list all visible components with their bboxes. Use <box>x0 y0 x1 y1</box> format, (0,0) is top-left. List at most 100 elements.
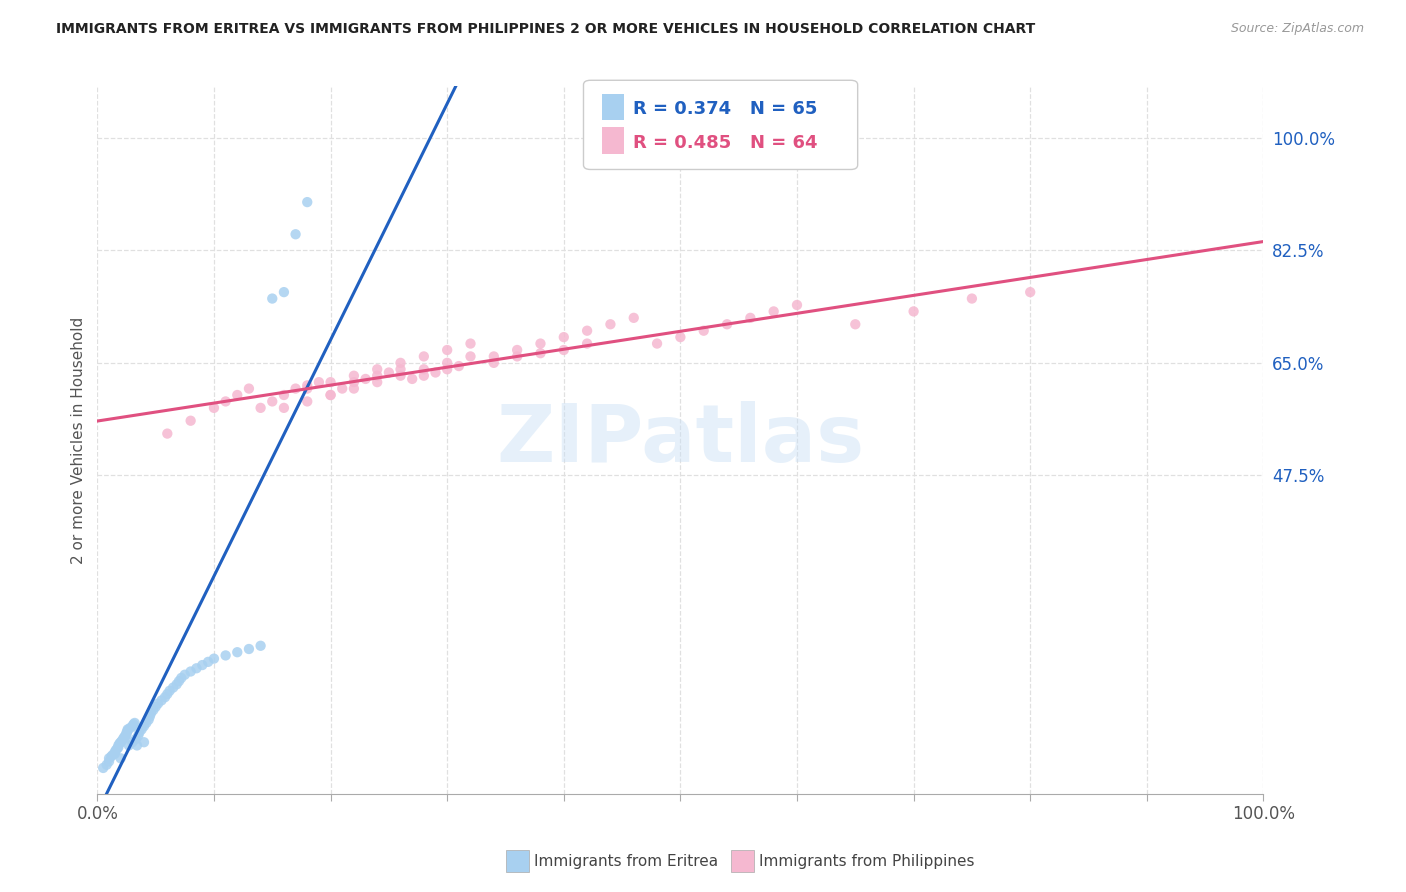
Point <box>156 426 179 441</box>
Point <box>146 697 169 711</box>
Point <box>366 362 388 376</box>
Point <box>297 394 319 409</box>
Point <box>669 330 692 344</box>
Text: Source: ZipAtlas.com: Source: ZipAtlas.com <box>1230 22 1364 36</box>
Point <box>308 375 330 389</box>
Point <box>98 751 121 765</box>
Point <box>166 677 188 691</box>
Point <box>139 709 162 723</box>
Point <box>623 310 645 325</box>
Point <box>173 667 195 681</box>
Point <box>197 655 219 669</box>
Text: R = 0.485   N = 64: R = 0.485 N = 64 <box>633 134 817 152</box>
Point <box>142 703 165 717</box>
Point <box>529 336 551 351</box>
Point <box>118 721 141 735</box>
Point <box>506 343 529 357</box>
Point <box>104 745 127 759</box>
Point <box>112 730 135 744</box>
Point <box>214 394 236 409</box>
Point <box>115 725 138 739</box>
Point <box>284 382 307 396</box>
Point <box>553 343 575 357</box>
Point <box>162 681 184 695</box>
Point <box>96 757 118 772</box>
Point <box>343 368 366 383</box>
Point <box>460 336 482 351</box>
Point <box>121 719 143 733</box>
Point <box>529 346 551 360</box>
Point <box>506 350 529 364</box>
Point <box>170 671 193 685</box>
Point <box>145 699 167 714</box>
Point <box>1019 285 1042 299</box>
Point <box>716 318 738 332</box>
Point <box>354 372 377 386</box>
Point <box>121 735 143 749</box>
Point <box>576 324 599 338</box>
Point <box>319 388 342 402</box>
Point <box>111 731 134 746</box>
Point <box>105 743 128 757</box>
Point <box>389 368 412 383</box>
Text: IMMIGRANTS FROM ERITREA VS IMMIGRANTS FROM PHILIPPINES 2 OR MORE VEHICLES IN HOU: IMMIGRANTS FROM ERITREA VS IMMIGRANTS FR… <box>56 22 1035 37</box>
Point <box>202 401 225 415</box>
Point <box>117 723 139 737</box>
Point <box>284 227 307 242</box>
Point <box>903 304 925 318</box>
Point <box>460 350 482 364</box>
Point <box>645 336 668 351</box>
Point <box>273 401 295 415</box>
Point <box>482 356 505 370</box>
Point <box>238 642 260 657</box>
Point <box>122 717 145 731</box>
Point <box>180 414 202 428</box>
Point <box>100 749 122 764</box>
Point <box>114 729 136 743</box>
Point <box>226 388 249 402</box>
Point <box>762 304 785 318</box>
Point <box>366 368 388 383</box>
Point <box>262 394 284 409</box>
Point <box>343 375 366 389</box>
Point <box>273 388 295 402</box>
Point <box>389 362 412 376</box>
Point <box>105 741 128 756</box>
Point <box>343 382 366 396</box>
Point <box>139 706 162 721</box>
Point <box>482 350 505 364</box>
Point <box>412 368 434 383</box>
Point <box>202 651 225 665</box>
Point <box>693 324 716 338</box>
Point <box>159 683 181 698</box>
Point <box>180 665 202 679</box>
Point <box>436 356 458 370</box>
Point <box>401 372 423 386</box>
Point <box>127 729 149 743</box>
Point <box>436 362 458 376</box>
Point <box>186 661 208 675</box>
Point <box>273 285 295 299</box>
Point <box>153 690 176 705</box>
Point <box>553 330 575 344</box>
Point <box>447 359 470 373</box>
Point <box>132 735 155 749</box>
Point <box>124 715 146 730</box>
Point <box>214 648 236 663</box>
Point <box>91 761 114 775</box>
Point <box>107 740 129 755</box>
Point <box>117 723 139 738</box>
Point <box>389 356 412 370</box>
Point <box>297 378 319 392</box>
Point <box>297 382 319 396</box>
Point <box>131 723 153 737</box>
Point <box>740 310 762 325</box>
Point <box>960 292 983 306</box>
Point <box>98 755 121 769</box>
Point <box>150 693 173 707</box>
Point <box>297 195 319 210</box>
Point <box>125 739 148 753</box>
Point <box>110 751 132 765</box>
Y-axis label: 2 or more Vehicles in Household: 2 or more Vehicles in Household <box>72 317 86 564</box>
Text: Immigrants from Philippines: Immigrants from Philippines <box>759 855 974 869</box>
